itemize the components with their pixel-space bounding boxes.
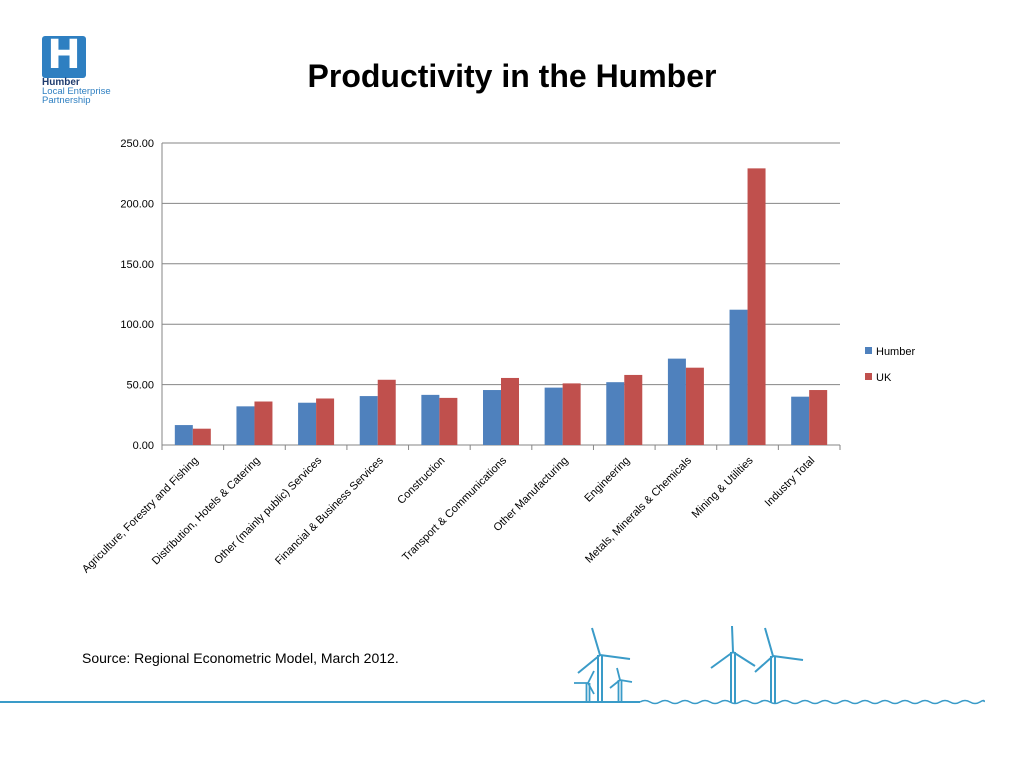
y-tick-label: 150.00 [120, 259, 154, 271]
x-tick-label: Mining & Utilities [690, 454, 756, 520]
footer-line [0, 699, 985, 705]
bar-uk [747, 168, 766, 446]
legend-label: Humber [876, 346, 915, 358]
bar-uk [562, 383, 581, 445]
logo-line-2: Local Enterprise [42, 86, 111, 97]
x-tick-label: Metals, Minerals & Chemicals [583, 454, 694, 565]
y-tick-label: 0.00 [133, 440, 154, 452]
bar-humber [298, 402, 317, 445]
bar-humber [174, 425, 193, 445]
bar-uk [809, 390, 828, 445]
legend-swatch [865, 373, 872, 380]
slide-title: Productivity in the Humber [307, 58, 717, 94]
x-tick-label: Other (mainly public) Services [212, 454, 325, 567]
bar-uk [377, 379, 396, 445]
x-tick-label: Distribution, Hotels & Catering [150, 455, 263, 568]
bar-uk [439, 397, 458, 445]
bar-humber [606, 382, 625, 445]
logo-wordmark: Humber Local Enterprise Partnership [42, 77, 142, 106]
wind-turbine-icon [574, 670, 595, 703]
x-tick-label: Industry Total [763, 455, 818, 510]
bar-humber [359, 396, 378, 445]
y-tick-label: 200.00 [120, 198, 154, 210]
x-tick-label: Engineering [582, 455, 632, 505]
bar-humber [791, 396, 810, 445]
x-tick-label: Financial & Business Services [273, 454, 386, 567]
bar-uk [316, 398, 335, 445]
wind-turbine-icon [609, 667, 633, 702]
y-tick-label: 50.00 [126, 380, 154, 392]
legend-swatch [865, 347, 872, 354]
x-tick-label: Agriculture, Forestry and Fishing [80, 455, 201, 576]
bar-uk [254, 401, 273, 445]
y-tick-label: 250.00 [120, 138, 154, 150]
bar-uk [192, 428, 211, 445]
x-tick-label: Transport & Communications [400, 454, 509, 563]
letter-h-logo-icon [42, 36, 86, 78]
logo-letter: H [47, 32, 81, 78]
x-tick-label: Construction [395, 455, 447, 507]
bar-humber [236, 406, 255, 445]
bar-humber [483, 390, 501, 445]
humber-lep-logo: H Humber Local Enterprise Partnership [40, 34, 130, 114]
logo-line-3: Partnership [42, 95, 91, 106]
y-tick-label: 100.00 [120, 319, 154, 331]
bar-uk [624, 374, 643, 445]
bar-chart: 0.00 50.00 100.00 150.00 200.00 250.00 Agricul… [80, 138, 915, 576]
source-note: Source: Regional Econometric Model, Marc… [82, 650, 399, 666]
legend-label: UK [876, 372, 892, 384]
logo-line-1: Humber [42, 77, 80, 88]
bar-uk [501, 377, 519, 445]
bar-humber [729, 309, 748, 445]
bar-uk [685, 367, 704, 445]
bar-humber [667, 358, 686, 445]
bar-humber [544, 387, 563, 445]
bar-humber [421, 394, 440, 445]
